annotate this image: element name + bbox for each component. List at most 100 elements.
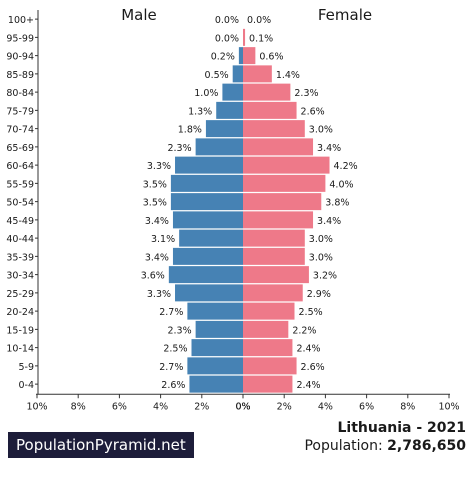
bar-female-90-94 xyxy=(243,47,256,65)
male-value-label-100+: 0.0% xyxy=(215,15,239,26)
male-value-label-85-89: 0.5% xyxy=(205,70,229,81)
bar-female-20-24 xyxy=(243,302,295,320)
female-value-label-100+: 0.0% xyxy=(247,15,271,26)
bar-female-95-99 xyxy=(243,28,246,46)
male-value-label-0-4: 2.6% xyxy=(161,380,185,391)
male-value-label-35-39: 3.4% xyxy=(145,252,169,263)
age-label-40-44: 40-44 xyxy=(6,234,34,245)
age-label-70-74: 70-74 xyxy=(6,125,34,136)
male-value-label-95-99: 0.0% xyxy=(215,33,239,44)
female-value-label-55-59: 4.0% xyxy=(329,179,353,190)
bar-male-40-44 xyxy=(179,229,243,247)
population-readout: Population: 2,786,650 xyxy=(304,438,466,454)
male-value-label-65-69: 2.3% xyxy=(167,143,191,154)
bar-male-70-74 xyxy=(205,120,243,138)
age-label-100+: 100+ xyxy=(8,15,34,26)
male-value-label-50-54: 3.5% xyxy=(143,198,167,209)
x-tick-label-right-6: 6% xyxy=(359,401,374,412)
bar-male-85-89 xyxy=(232,65,243,83)
male-value-label-70-74: 1.8% xyxy=(178,125,202,136)
population-pyramid-chart: Male Female 100+ 0.0% 0.0% 95-99 0.0% 0.1% 90-… xyxy=(6,6,459,412)
male-value-label-45-49: 3.4% xyxy=(145,216,169,227)
female-value-label-40-44: 3.0% xyxy=(309,234,333,245)
age-label-50-54: 50-54 xyxy=(6,198,34,209)
female-value-label-75-79: 2.6% xyxy=(301,106,325,117)
female-value-label-80-84: 2.3% xyxy=(294,88,318,99)
country-year: Lithuania - 2021 xyxy=(337,420,466,436)
age-label-55-59: 55-59 xyxy=(6,179,34,190)
female-value-label-45-49: 3.4% xyxy=(317,216,341,227)
age-label-45-49: 45-49 xyxy=(6,216,34,227)
male-value-label-40-44: 3.1% xyxy=(151,234,175,245)
male-value-label-55-59: 3.5% xyxy=(143,179,167,190)
age-label-80-84: 80-84 xyxy=(6,88,34,99)
bar-female-15-19 xyxy=(243,320,289,338)
population-label: Population: xyxy=(304,438,383,454)
female-value-label-5-9: 2.6% xyxy=(301,362,325,373)
female-value-label-20-24: 2.5% xyxy=(299,307,323,318)
bar-male-25-29 xyxy=(175,284,243,302)
age-label-35-39: 35-39 xyxy=(6,252,34,263)
bar-male-80-84 xyxy=(222,83,243,101)
male-value-label-90-94: 0.2% xyxy=(211,52,235,63)
bar-male-15-19 xyxy=(195,320,243,338)
male-value-label-25-29: 3.3% xyxy=(147,289,171,300)
age-label-95-99: 95-99 xyxy=(6,33,34,44)
female-value-label-30-34: 3.2% xyxy=(313,271,337,282)
male-value-label-75-79: 1.3% xyxy=(188,106,212,117)
age-label-90-94: 90-94 xyxy=(6,52,34,63)
bar-male-35-39 xyxy=(172,247,243,265)
bar-female-45-49 xyxy=(243,211,314,229)
age-label-85-89: 85-89 xyxy=(6,70,34,81)
age-label-0-4: 0-4 xyxy=(18,380,34,391)
female-value-label-85-89: 1.4% xyxy=(276,70,300,81)
female-value-label-60-64: 4.2% xyxy=(334,161,358,172)
bar-female-65-69 xyxy=(243,138,314,156)
x-tick-label-right-10: 10% xyxy=(438,401,459,412)
age-label-5-9: 5-9 xyxy=(18,362,34,373)
bar-female-80-84 xyxy=(243,83,291,101)
age-label-65-69: 65-69 xyxy=(6,143,34,154)
bar-male-0-4 xyxy=(189,375,243,393)
bar-female-30-34 xyxy=(243,266,309,284)
x-tick-label-right-0: 0% xyxy=(235,401,250,412)
male-value-label-80-84: 1.0% xyxy=(194,88,218,99)
male-value-label-15-19: 2.3% xyxy=(167,325,191,336)
x-tick-label-left-10: 10% xyxy=(26,401,47,412)
male-value-label-10-14: 2.5% xyxy=(163,344,187,355)
female-value-label-10-14: 2.4% xyxy=(296,344,320,355)
female-label: Female xyxy=(318,6,372,24)
bar-female-0-4 xyxy=(243,375,293,393)
brand-logo[interactable]: PopulationPyramid.net xyxy=(8,432,194,458)
x-tick-label-right-2: 2% xyxy=(277,401,292,412)
bar-female-75-79 xyxy=(243,101,297,119)
x-tick-label-right-8: 8% xyxy=(400,401,415,412)
female-value-label-15-19: 2.2% xyxy=(292,325,316,336)
x-tick-label-left-0: 0% xyxy=(235,401,250,412)
age-label-20-24: 20-24 xyxy=(6,307,34,318)
age-label-10-14: 10-14 xyxy=(6,344,34,355)
female-value-label-65-69: 3.4% xyxy=(317,143,341,154)
bar-female-5-9 xyxy=(243,357,297,375)
x-tick-label-left-6: 6% xyxy=(112,401,127,412)
bar-female-85-89 xyxy=(243,65,272,83)
bar-female-35-39 xyxy=(243,247,305,265)
age-label-75-79: 75-79 xyxy=(6,106,34,117)
age-label-25-29: 25-29 xyxy=(6,289,34,300)
female-value-label-70-74: 3.0% xyxy=(309,125,333,136)
x-tick-label-left-4: 4% xyxy=(153,401,168,412)
age-label-60-64: 60-64 xyxy=(6,161,34,172)
female-value-label-25-29: 2.9% xyxy=(307,289,331,300)
x-tick-label-right-4: 4% xyxy=(318,401,333,412)
bar-male-5-9 xyxy=(187,357,243,375)
female-value-label-95-99: 0.1% xyxy=(249,33,273,44)
bar-female-70-74 xyxy=(243,120,305,138)
age-label-15-19: 15-19 xyxy=(6,325,34,336)
female-value-label-0-4: 2.4% xyxy=(296,380,320,391)
bar-male-20-24 xyxy=(187,302,243,320)
female-value-label-50-54: 3.8% xyxy=(325,198,349,209)
bar-male-55-59 xyxy=(170,174,243,192)
female-value-label-35-39: 3.0% xyxy=(309,252,333,263)
bar-female-25-29 xyxy=(243,284,303,302)
bar-male-30-34 xyxy=(168,266,243,284)
